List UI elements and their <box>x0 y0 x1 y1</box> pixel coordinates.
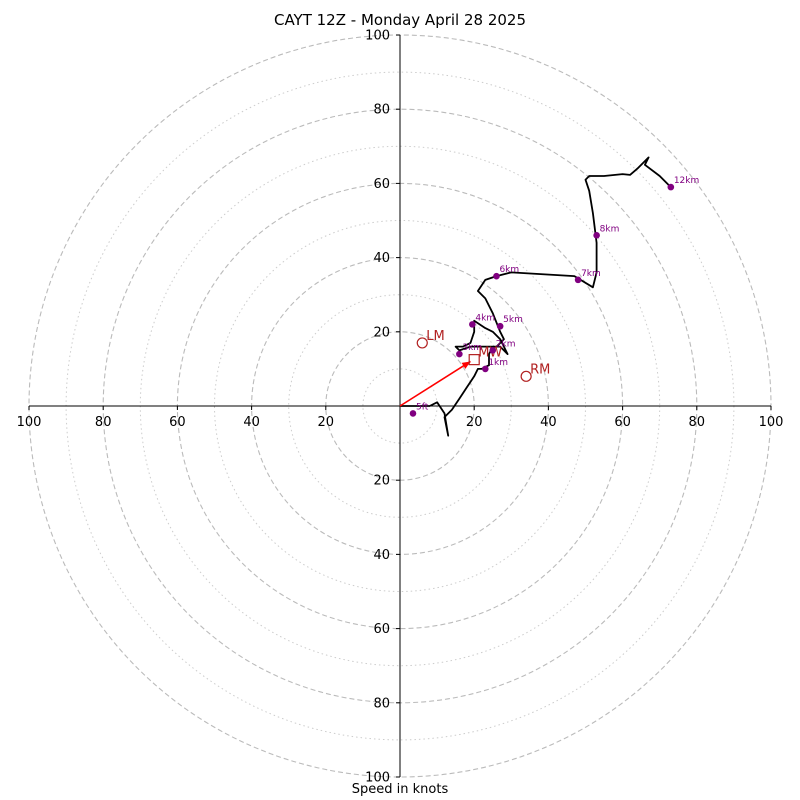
height-marker-label-5ft: 5ft <box>416 402 429 412</box>
storm-motion-group: LM MW RM <box>416 329 550 382</box>
axis-ticks: 100 80 60 40 20 20 40 60 80 100 100 80 60 40 20 20 40 60 8… <box>17 29 784 786</box>
height-marker-1km <box>482 365 489 373</box>
height-marker-label-5km: 5km <box>503 315 523 325</box>
x-tick-label-20: 20 <box>466 415 483 430</box>
x-tick-label--20: 20 <box>318 415 335 430</box>
storm-motion-mw-marker <box>468 354 480 366</box>
height-marker-label-12km: 12km <box>674 176 699 186</box>
x-tick-label--60: 60 <box>169 415 186 430</box>
y-tick-label-80: 80 <box>373 103 390 118</box>
storm-motion-rm-marker <box>520 370 532 382</box>
y-tick-label-20: 20 <box>373 325 390 340</box>
height-marker-8km <box>593 232 600 239</box>
height-marker-label-2km: 2km <box>496 339 516 349</box>
y-tick-label--20: 20 <box>373 474 390 489</box>
storm-motion-lm-marker <box>416 337 428 349</box>
x-tick-label--100: 100 <box>17 415 42 430</box>
height-marker-2km <box>489 347 497 354</box>
height-marker-4km <box>469 321 476 328</box>
hodograph-trace <box>400 156 672 437</box>
height-marker-5km <box>496 322 504 330</box>
x-tick-label--40: 40 <box>243 415 260 430</box>
x-tick-label-40: 40 <box>540 415 557 430</box>
storm-motion-mw-label: MW <box>478 346 502 361</box>
x-tick-label-100: 100 <box>759 415 784 430</box>
chart-title: CAYT 12Z - Monday April 28 2025 <box>273 11 527 29</box>
height-marker-12km <box>667 183 675 191</box>
shear-vector-line <box>399 360 471 407</box>
storm-motion-lm-label: LM <box>426 329 444 344</box>
shear-vector-group <box>399 360 471 407</box>
y-tick-label--80: 80 <box>373 696 390 711</box>
height-marker-label-1km: 1km <box>488 358 508 368</box>
height-markers-group: 5ft 1km 2km 3km 4km 5km 6km 7km 8km 12km <box>409 176 699 417</box>
y-tick-label-100: 100 <box>365 29 390 44</box>
storm-motion-rm-label: RM <box>530 362 550 377</box>
height-marker-5ft <box>409 410 417 417</box>
x-tick-label--80: 80 <box>95 415 112 430</box>
hodograph-trace-group <box>400 156 672 437</box>
x-axis-label: Speed in knots <box>351 782 449 797</box>
x-tick-label-80: 80 <box>689 415 706 430</box>
y-tick-label--60: 60 <box>373 622 390 637</box>
height-marker-label-8km: 8km <box>600 224 620 234</box>
y-tick-label--100: 100 <box>365 771 390 786</box>
y-tick-label-40: 40 <box>373 251 390 266</box>
height-marker-3km <box>456 350 463 358</box>
height-marker-label-4km: 4km <box>475 313 495 323</box>
x-tick-label-60: 60 <box>614 415 631 430</box>
shear-vector-arrowhead <box>461 361 471 369</box>
height-marker-label-3km: 3km <box>462 343 482 353</box>
height-marker-label-7km: 7km <box>581 269 601 279</box>
y-tick-label--40: 40 <box>373 548 390 563</box>
height-marker-label-6km: 6km <box>499 265 519 275</box>
y-tick-label-60: 60 <box>373 177 390 192</box>
height-marker-7km <box>574 276 582 284</box>
height-marker-6km <box>493 272 500 280</box>
